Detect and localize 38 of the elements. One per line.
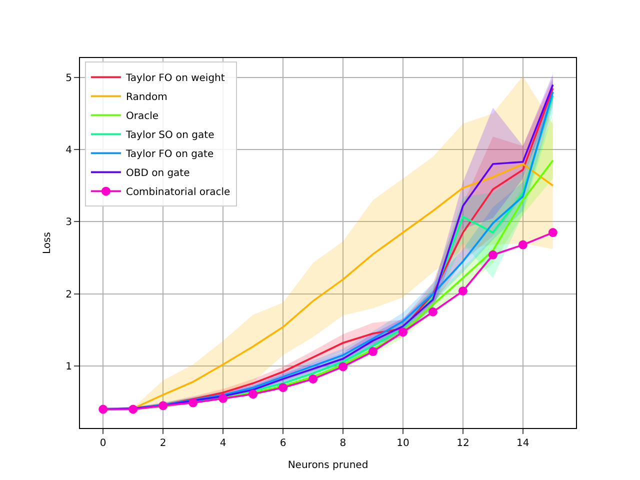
point (338, 362, 348, 372)
y-tick-label: 1 (66, 361, 72, 372)
legend-label: Taylor FO on gate (124, 149, 214, 160)
y-tick-label: 4 (66, 145, 72, 156)
point (248, 390, 258, 399)
point (128, 404, 138, 414)
y-axis-title: Loss (42, 232, 53, 254)
y-tick-label: 5 (66, 72, 72, 84)
x-tick-label: 12 (456, 438, 470, 449)
x-tick-label: 8 (340, 438, 346, 449)
point (278, 383, 288, 392)
legend-label: Taylor SO on gate (124, 130, 214, 142)
legend-label: OBD on gate (126, 168, 190, 180)
legend-label: Oracle (126, 111, 159, 122)
legend-label: Random (126, 92, 168, 104)
point (548, 228, 558, 238)
x-tick-label: 0 (100, 438, 106, 449)
point (458, 286, 468, 296)
legend-label: Taylor FO on weight (124, 73, 225, 84)
point (98, 404, 108, 414)
x-tick-label: 4 (220, 438, 226, 449)
point (158, 401, 168, 410)
point (398, 328, 408, 337)
point (188, 398, 198, 408)
point (308, 374, 318, 384)
point (218, 394, 228, 403)
point (518, 240, 528, 250)
x-tick-label: 10 (396, 438, 410, 449)
x-tick-label: 2 (160, 438, 166, 449)
legend-label: Combinatorial oracle (126, 187, 230, 198)
point (428, 307, 438, 316)
x-axis-title: Neurons pruned (288, 460, 368, 471)
x-tick-label: 6 (280, 438, 286, 449)
y-tick-label: 2 (66, 289, 72, 300)
y-tick-label: 3 (66, 217, 72, 228)
point (368, 347, 378, 356)
x-tick-label: 14 (516, 438, 530, 449)
point (488, 250, 498, 260)
